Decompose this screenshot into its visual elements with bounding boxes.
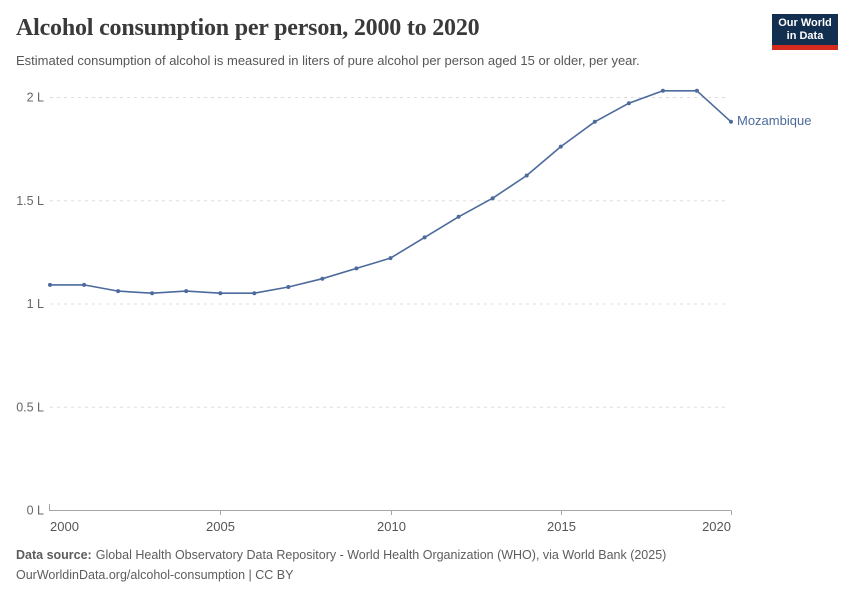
data-source-text: Global Health Observatory Data Repositor… bbox=[95, 548, 667, 562]
data-point[interactable] bbox=[116, 289, 121, 294]
data-point[interactable] bbox=[490, 196, 495, 201]
series-end-label-mozambique[interactable]: Mozambique bbox=[737, 113, 812, 128]
data-point[interactable] bbox=[218, 291, 223, 296]
data-point[interactable] bbox=[252, 291, 257, 296]
data-point[interactable] bbox=[626, 101, 631, 106]
data-point[interactable] bbox=[184, 289, 189, 294]
data-source-line: Data source: Global Health Observatory Da… bbox=[16, 545, 836, 565]
trend-line[interactable] bbox=[49, 90, 732, 295]
data-point[interactable] bbox=[82, 282, 87, 287]
chart-footer: Data source: Global Health Observatory Da… bbox=[16, 545, 836, 585]
x-tick-label: 2020 bbox=[702, 519, 731, 534]
y-tick-label: 2 L bbox=[27, 91, 44, 105]
y-tick-label: 1.5 L bbox=[16, 194, 44, 208]
data-point[interactable] bbox=[558, 144, 563, 149]
data-point[interactable] bbox=[388, 256, 393, 261]
x-tick-label: 2000 bbox=[50, 519, 79, 534]
page-title: Alcohol consumption per person, 2000 to … bbox=[16, 15, 480, 41]
citation-line[interactable]: OurWorldinData.org/alcohol-consumption |… bbox=[16, 568, 294, 582]
data-point[interactable] bbox=[456, 214, 461, 219]
data-point[interactable] bbox=[592, 119, 597, 124]
chart-subtitle: Estimated consumption of alcohol is meas… bbox=[16, 53, 640, 68]
data-point[interactable] bbox=[354, 266, 359, 271]
x-tick-label: 2010 bbox=[377, 519, 406, 534]
owid-logo-line2: in Data bbox=[786, 30, 824, 42]
data-point[interactable] bbox=[694, 88, 699, 93]
x-tick-label: 2015 bbox=[547, 519, 576, 534]
data-point[interactable] bbox=[524, 173, 529, 178]
owid-logo-text: Our World in Data bbox=[772, 14, 838, 45]
owid-logo-accent-bar bbox=[772, 45, 838, 50]
data-point[interactable] bbox=[660, 88, 665, 93]
y-tick-label: 0 L bbox=[27, 504, 44, 518]
data-point[interactable] bbox=[48, 282, 52, 287]
data-point[interactable] bbox=[320, 276, 325, 281]
data-source-label: Data source: bbox=[16, 548, 92, 562]
data-point[interactable] bbox=[422, 235, 427, 240]
y-tick-label: 0.5 L bbox=[16, 400, 44, 414]
data-point[interactable] bbox=[150, 291, 155, 296]
owid-logo[interactable]: Our World in Data bbox=[772, 14, 838, 50]
y-tick-label: 1 L bbox=[27, 297, 44, 311]
x-tick-label: 2005 bbox=[206, 519, 235, 534]
owid-logo-line1: Our World bbox=[778, 17, 832, 29]
data-point[interactable] bbox=[286, 285, 291, 289]
data-point[interactable] bbox=[729, 119, 733, 124]
